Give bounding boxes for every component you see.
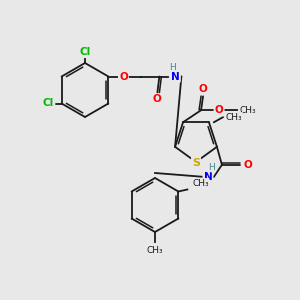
Text: N: N xyxy=(203,172,212,182)
Text: CH₃: CH₃ xyxy=(226,113,243,122)
Text: CH₃: CH₃ xyxy=(239,106,256,115)
Text: O: O xyxy=(215,105,224,115)
Text: O: O xyxy=(244,160,252,170)
Text: S: S xyxy=(192,158,200,168)
Text: O: O xyxy=(119,71,128,82)
Text: CH₃: CH₃ xyxy=(147,246,163,255)
Text: N: N xyxy=(171,71,180,82)
Text: O: O xyxy=(152,94,161,104)
Text: Cl: Cl xyxy=(80,47,91,57)
Text: H: H xyxy=(208,163,215,172)
Text: H: H xyxy=(169,62,176,71)
Text: Cl: Cl xyxy=(43,98,54,109)
Text: CH₃: CH₃ xyxy=(192,178,209,188)
Text: O: O xyxy=(199,84,207,94)
